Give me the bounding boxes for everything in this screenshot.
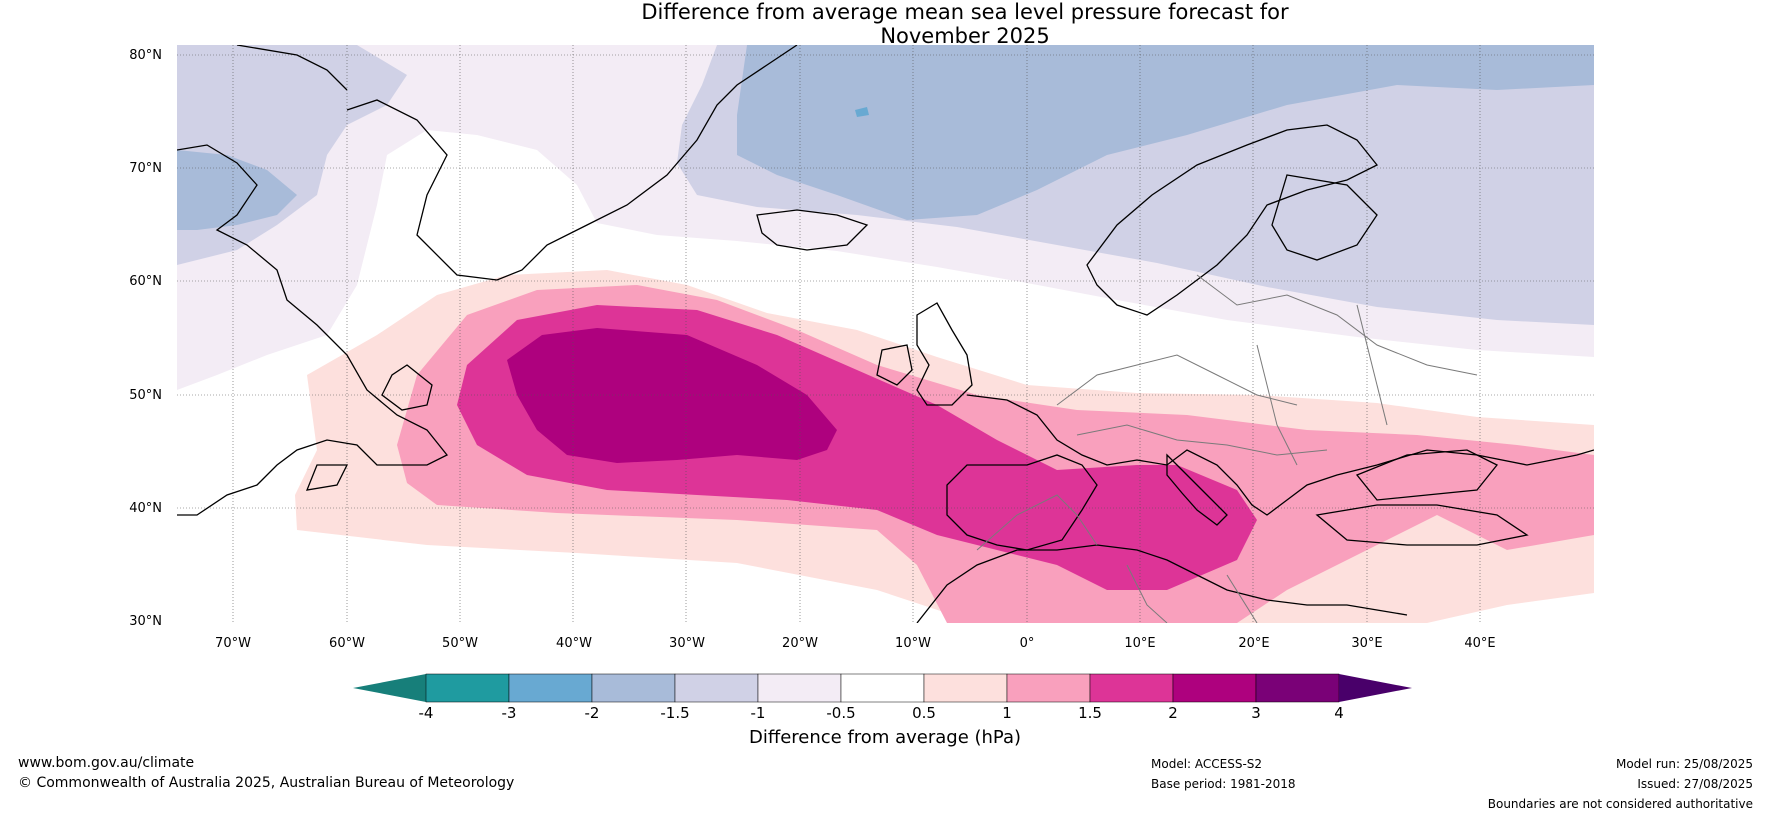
lat-label-80n: 80°N bbox=[129, 48, 162, 63]
map-title: Difference from average mean sea level p… bbox=[0, 0, 1770, 48]
colorbar-tick-label: 4 bbox=[1334, 704, 1344, 722]
colorbar-tick-label: -2 bbox=[584, 704, 600, 722]
coast-turkey bbox=[1315, 504, 1529, 546]
lon-label-20e: 20°E bbox=[1238, 636, 1270, 651]
footer-issued: Issued: 27/08/2025 bbox=[1637, 777, 1753, 791]
colorbar-cell bbox=[508, 673, 593, 703]
coast-newfoundland bbox=[381, 364, 433, 411]
colorbar-label: Difference from average (hPa) bbox=[748, 727, 1022, 748]
colorbar-cell bbox=[840, 673, 925, 703]
lon-label-60w: 60°W bbox=[329, 636, 365, 651]
coast-greenland bbox=[346, 45, 798, 281]
footer-model-run: Model run: 25/08/2025 bbox=[1615, 757, 1753, 771]
lat-label-70n: 70°N bbox=[129, 161, 162, 176]
coast-great-britain bbox=[916, 302, 973, 406]
contour-neg-2 bbox=[855, 107, 869, 117]
coast-norway bbox=[1086, 124, 1379, 316]
colorbar-tick-label: -3 bbox=[501, 704, 517, 722]
coast-canada bbox=[177, 144, 449, 516]
coast-north-africa bbox=[916, 544, 1408, 623]
lon-label-30w: 30°W bbox=[669, 636, 705, 651]
coast-finland bbox=[1271, 174, 1378, 261]
lon-label-40w: 40°W bbox=[556, 636, 592, 651]
map-title-line1: Difference from average mean sea level p… bbox=[641, 0, 1289, 24]
colorbar-tick-label: 1 bbox=[1002, 704, 1012, 722]
coast-iceland bbox=[756, 209, 869, 251]
colorbar-tick-label: 2 bbox=[1168, 704, 1178, 722]
colorbar-extend-high bbox=[1339, 674, 1412, 702]
colorbar-tick-label: 1.5 bbox=[1078, 704, 1102, 722]
coast-ireland bbox=[876, 344, 913, 386]
footer-disclaimer: Boundaries are not considered authoritat… bbox=[1487, 797, 1753, 811]
contour-neg-1.5 bbox=[737, 45, 1594, 220]
colorbar-cell bbox=[674, 673, 759, 703]
contour-pos-2 bbox=[507, 328, 837, 463]
lat-label-60n: 60°N bbox=[129, 274, 162, 289]
colorbar-tick-label: -4 bbox=[418, 704, 434, 722]
lon-label-0: 0° bbox=[1019, 636, 1035, 651]
colorbar-tick-label: -0.5 bbox=[826, 704, 856, 722]
country-borders bbox=[976, 274, 1478, 623]
coast-europe-west bbox=[966, 394, 1594, 516]
colorbar-cell bbox=[1172, 673, 1257, 703]
colorbar-cell bbox=[923, 673, 1008, 703]
coast-black-sea bbox=[1355, 449, 1499, 501]
colorbar-tick-label: -1 bbox=[750, 704, 766, 722]
colorbar-cell bbox=[425, 673, 510, 703]
footer-base-period: Base period: 1981-2018 bbox=[1151, 777, 1296, 791]
lon-label-50w: 50°W bbox=[442, 636, 478, 651]
colorbar-tick-label: -1.5 bbox=[660, 704, 690, 722]
lat-label-40n: 40°N bbox=[129, 501, 162, 516]
lon-label-40e: 40°E bbox=[1464, 636, 1496, 651]
colorbar-cell bbox=[1006, 673, 1091, 703]
graticule bbox=[177, 45, 1594, 623]
lon-label-70w: 70°W bbox=[215, 636, 251, 651]
colorbar-extend-low bbox=[353, 674, 426, 702]
map-title-line2: November 2025 bbox=[880, 24, 1050, 48]
map-panel bbox=[177, 45, 1594, 623]
footer-copyright: © Commonwealth of Australia 2025, Austra… bbox=[18, 775, 515, 791]
lat-label-30n: 30°N bbox=[129, 614, 162, 629]
lon-label-10w: 10°W bbox=[895, 636, 931, 651]
coastlines bbox=[177, 45, 1594, 623]
colorbar-cell bbox=[1255, 673, 1340, 703]
lon-label-20w: 20°W bbox=[782, 636, 818, 651]
footer-website: www.bom.gov.au/climate bbox=[18, 755, 195, 771]
colorbar-cell bbox=[757, 673, 842, 703]
colorbar-tick-label: 0.5 bbox=[912, 704, 936, 722]
colorbar-cell bbox=[591, 673, 676, 703]
coast-italy bbox=[1166, 453, 1228, 526]
lat-label-50n: 50°N bbox=[129, 388, 162, 403]
colorbar-tick-label: 3 bbox=[1251, 704, 1261, 722]
colorbar bbox=[353, 673, 1412, 703]
coast-greenland-north bbox=[236, 45, 348, 91]
coast-nova-scotia bbox=[305, 464, 349, 491]
contour-neg-1.5-west bbox=[177, 150, 297, 230]
pressure-anomaly-map bbox=[177, 45, 1594, 623]
lon-label-10e: 10°E bbox=[1124, 636, 1156, 651]
lon-label-30e: 30°E bbox=[1351, 636, 1383, 651]
colorbar-cell bbox=[1089, 673, 1174, 703]
footer-model: Model: ACCESS-S2 bbox=[1151, 757, 1263, 771]
